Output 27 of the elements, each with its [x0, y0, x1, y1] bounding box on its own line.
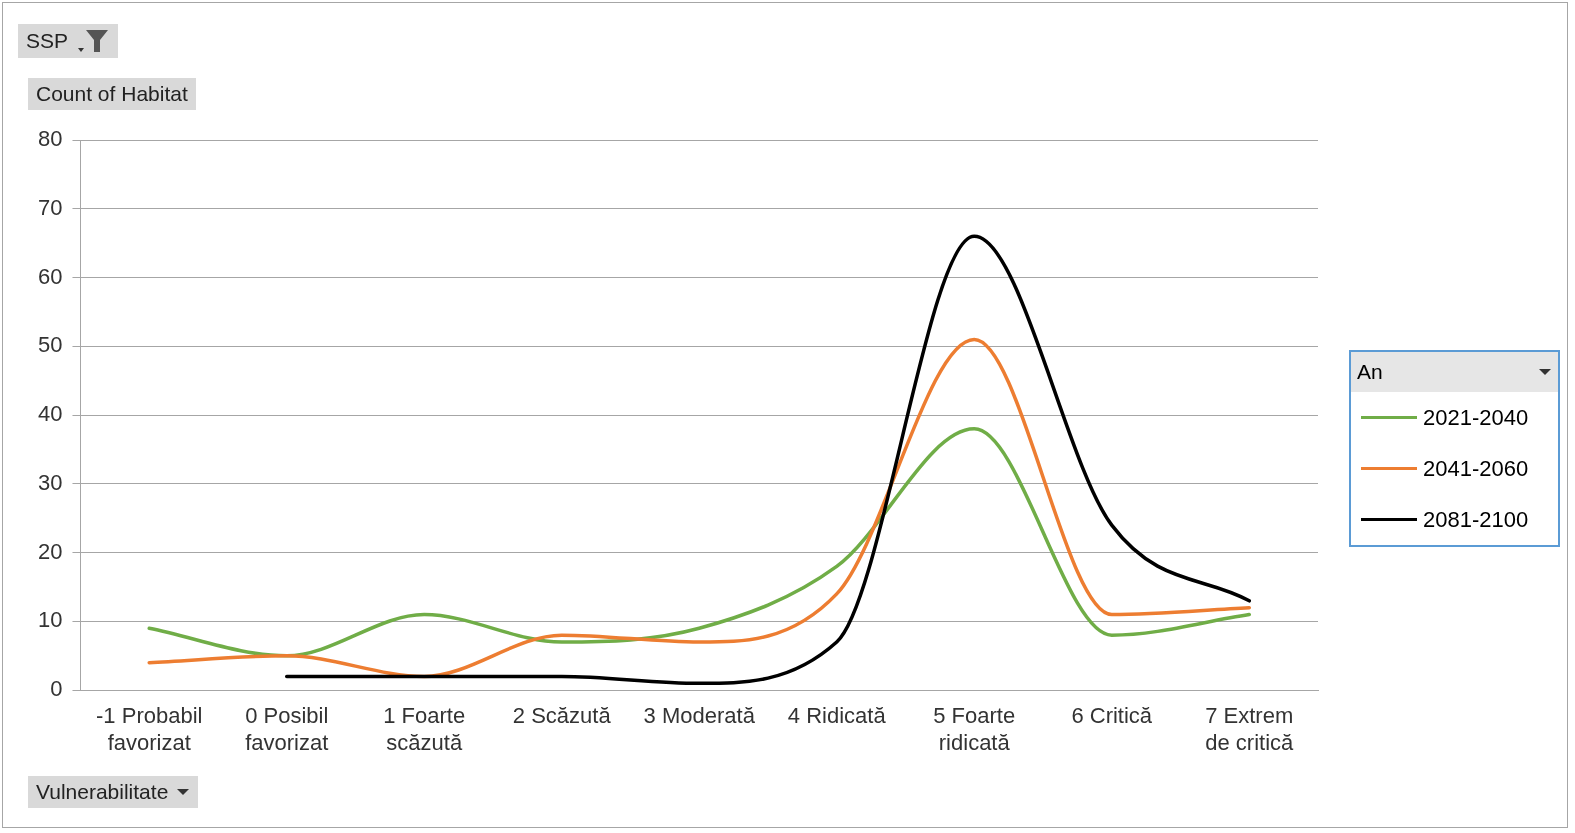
x-tick-label: 1 Foarte scăzută [383, 703, 466, 755]
x-tick-label: 3 Moderată [643, 703, 756, 729]
legend-title: An [1357, 360, 1383, 384]
y-tick-label: 70 [37, 194, 63, 220]
legend-label: 2041-2060 [1423, 455, 1529, 482]
y-tick-label: 0 [50, 676, 63, 702]
x-tick-label: 4 Ridicată [787, 703, 887, 729]
line-series [147, 427, 1251, 658]
x-tick-label: 2 Scăzută [512, 703, 612, 729]
x-axis-title: Vulnerabilitate [36, 780, 169, 804]
x-tick-label: 6 Critică [1071, 703, 1153, 729]
x-tick-label: 7 Extrem de critică [1205, 703, 1295, 755]
legend-label: 2021-2040 [1423, 404, 1529, 431]
y-tick-label: 30 [37, 469, 63, 495]
legend-label: 2081-2100 [1423, 506, 1529, 533]
x-tick-label: -1 Probabil favorizat [96, 703, 203, 755]
x-tick-label: 0 Posibil favorizat [245, 703, 329, 755]
y-axis-title: Count of Habitat [36, 82, 188, 106]
y-tick-label: 10 [37, 607, 63, 633]
line-series [284, 234, 1251, 686]
y-tick-label: 80 [37, 126, 63, 152]
x-tick-label: 5 Foarte ridicată [933, 703, 1016, 755]
y-tick-label: 60 [37, 263, 63, 289]
y-tick-label: 20 [37, 538, 63, 564]
y-tick-label: 50 [37, 332, 63, 358]
text: SSP [26, 29, 69, 53]
y-tick-label: 40 [37, 401, 63, 427]
